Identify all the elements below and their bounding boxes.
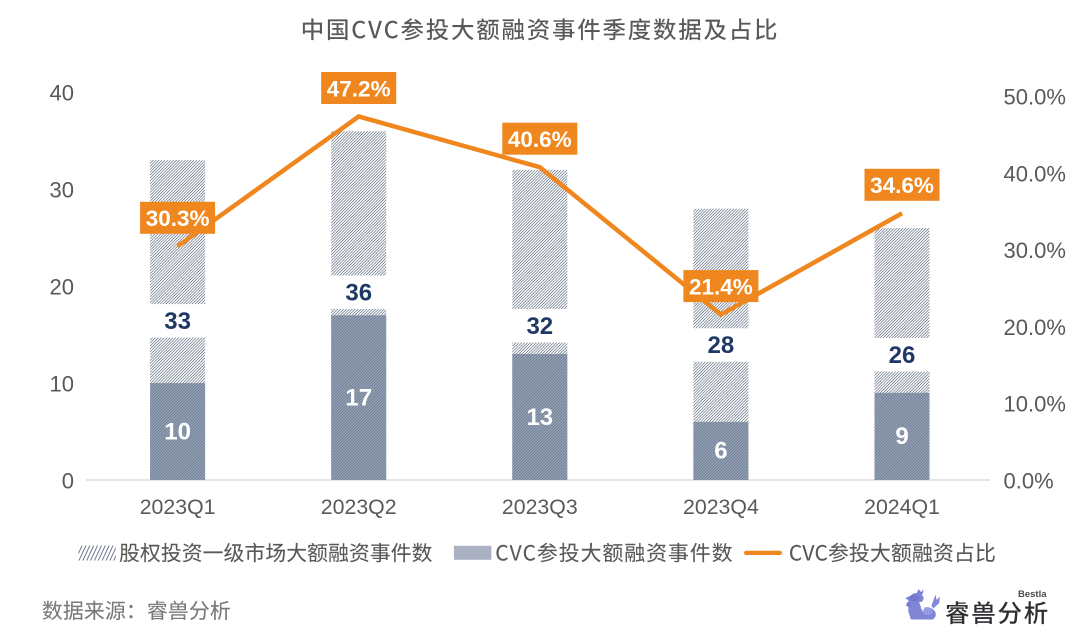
svg-text:32: 32: [526, 313, 553, 340]
svg-text:40.0%: 40.0%: [1004, 161, 1066, 186]
svg-text:10: 10: [50, 371, 74, 396]
svg-text:10.0%: 10.0%: [1004, 392, 1066, 417]
svg-text:50.0%: 50.0%: [1004, 85, 1066, 110]
svg-text:10: 10: [164, 418, 191, 445]
svg-text:13: 13: [526, 404, 553, 431]
svg-text:6: 6: [714, 438, 727, 465]
svg-text:0.0%: 0.0%: [1004, 469, 1054, 494]
svg-text:21.4%: 21.4%: [689, 274, 753, 299]
svg-text:30.0%: 30.0%: [1004, 238, 1066, 263]
svg-text:2023Q2: 2023Q2: [321, 495, 397, 519]
svg-text:0: 0: [62, 468, 74, 493]
svg-text:Bestla: Bestla: [1018, 589, 1047, 600]
svg-text:40.6%: 40.6%: [508, 127, 572, 152]
svg-text:26: 26: [889, 342, 916, 369]
svg-text:2023Q3: 2023Q3: [502, 495, 578, 519]
svg-text:30: 30: [50, 178, 74, 203]
svg-text:30.3%: 30.3%: [146, 206, 210, 231]
svg-text:33: 33: [164, 308, 191, 335]
svg-text:9: 9: [895, 423, 908, 450]
svg-text:2023Q4: 2023Q4: [683, 495, 759, 519]
svg-text:36: 36: [345, 279, 372, 306]
svg-text:2023Q1: 2023Q1: [140, 495, 216, 519]
svg-text:40: 40: [50, 81, 74, 106]
svg-text:20.0%: 20.0%: [1004, 315, 1066, 340]
svg-text:17: 17: [345, 384, 372, 411]
svg-text:28: 28: [708, 332, 735, 359]
svg-text:34.6%: 34.6%: [870, 173, 934, 198]
svg-text:2024Q1: 2024Q1: [864, 495, 940, 519]
svg-text:20: 20: [50, 275, 74, 300]
svg-text:47.2%: 47.2%: [327, 76, 391, 101]
